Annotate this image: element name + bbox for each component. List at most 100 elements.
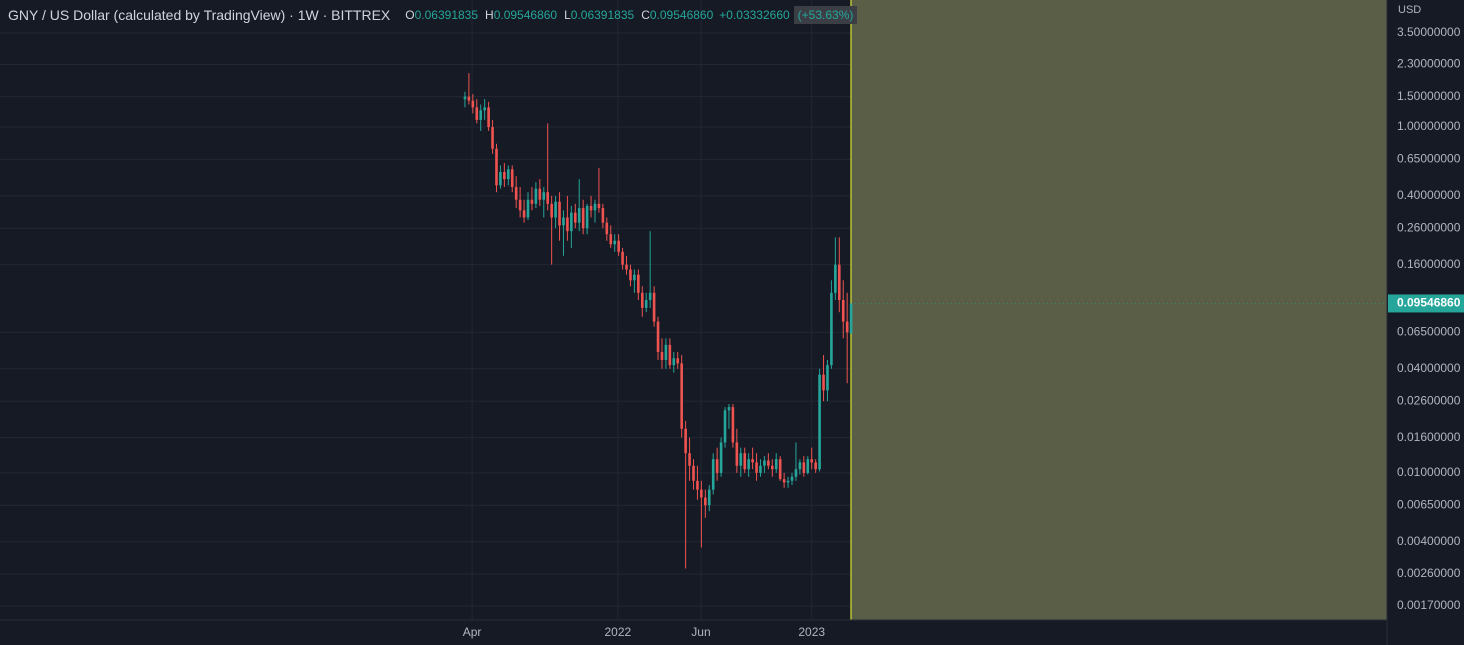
candle-body [668, 344, 672, 366]
candle-body [644, 299, 648, 308]
candle-body [782, 479, 786, 483]
candle-body [814, 462, 817, 470]
candle-body [522, 210, 526, 218]
candle-body [558, 201, 561, 226]
candle-body [767, 460, 770, 466]
candle-body [593, 203, 597, 211]
candle-body [617, 240, 620, 252]
candle-body [672, 358, 676, 366]
candle-body [483, 107, 486, 111]
y-tick-label: 3.50000000 [1397, 25, 1461, 39]
candle-body [518, 199, 522, 211]
candle-body [613, 240, 616, 245]
last-price-badge [1388, 294, 1464, 313]
candle-body [719, 442, 723, 473]
ohlc-value: 0.06391835 [414, 8, 479, 22]
candle-body [834, 264, 837, 293]
x-tick-label: Jun [691, 625, 710, 639]
change: +0.03332660 [719, 8, 790, 22]
candle-body [566, 217, 569, 232]
y-tick-label: 0.06500000 [1397, 324, 1461, 338]
candle-body [841, 299, 845, 322]
chart-title: GNY / US Dollar (calculated by TradingVi… [8, 7, 391, 23]
candle-body [849, 303, 853, 334]
y-unit: USD [1398, 4, 1421, 16]
candle-body [463, 96, 467, 100]
candle-body [510, 169, 514, 188]
change-percent: (+53.63%) [793, 6, 858, 24]
candle-body [585, 205, 589, 229]
y-tick-label: 0.02600000 [1397, 393, 1461, 407]
y-tick-label: 0.01000000 [1397, 465, 1461, 479]
candle-body [570, 212, 573, 232]
candle-body [629, 269, 632, 281]
ohlc-value: 0.09546860 [649, 8, 714, 22]
y-tick-label: 2.30000000 [1397, 57, 1461, 71]
candle-body [826, 365, 829, 391]
candle-body [731, 407, 735, 443]
last-price-label: 0.09546860 [1397, 296, 1461, 310]
candle-body [479, 110, 483, 120]
candle-body [507, 169, 510, 180]
candle-body [711, 459, 715, 490]
y-tick-label: 0.04000000 [1397, 361, 1461, 375]
candle-body [743, 453, 747, 470]
y-tick-label: 0.65000000 [1397, 152, 1461, 166]
highlight-zone [851, 0, 1387, 620]
candle-body [786, 480, 790, 483]
candle-body [727, 407, 731, 411]
ohlc-key: H [485, 8, 494, 22]
x-tick-label: 2022 [604, 625, 631, 639]
candle-body [790, 476, 794, 481]
y-tick-label: 1.50000000 [1397, 89, 1461, 103]
candle-body [794, 469, 798, 477]
candle-body [625, 264, 628, 270]
candle-body [704, 497, 707, 506]
candle-body [723, 410, 727, 443]
candle-body [467, 96, 471, 101]
candle-body [759, 465, 762, 473]
candle-body [684, 428, 687, 454]
y-tick-label: 0.00400000 [1397, 534, 1461, 548]
candle-body [707, 489, 711, 506]
y-tick-label: 1.00000000 [1397, 119, 1461, 133]
candle-body [601, 208, 605, 223]
candle-body [487, 107, 490, 128]
candle-body [526, 199, 530, 218]
ohlc-key: C [641, 8, 650, 22]
candle-body [747, 459, 750, 470]
candle-body [499, 171, 502, 186]
candle-body [491, 127, 494, 149]
candle-body [845, 321, 849, 333]
candle-body [597, 203, 601, 209]
candle-body [550, 203, 553, 218]
candle-body [739, 453, 743, 466]
candle-body [534, 188, 538, 204]
candle-body [471, 100, 475, 108]
candle-body [633, 274, 636, 281]
candle-body [514, 187, 518, 200]
candle-body [837, 264, 841, 300]
candle-body [802, 462, 806, 473]
candle-body [562, 217, 565, 226]
candle-body [680, 363, 683, 429]
candle-body [818, 374, 821, 470]
ohlc-key: O [405, 8, 415, 22]
candle-body [530, 199, 534, 204]
candle-body [605, 222, 609, 235]
candle-body [621, 251, 624, 265]
candle-body [798, 462, 802, 470]
candle-body [774, 459, 778, 470]
candle-body [735, 442, 739, 466]
candle-body [538, 188, 542, 200]
candle-body [648, 292, 652, 300]
x-tick-label: Apr [463, 625, 482, 639]
candle-body [806, 459, 810, 473]
candle-body [573, 212, 577, 223]
y-tick-label: 0.00650000 [1397, 497, 1461, 511]
y-tick-label: 0.40000000 [1397, 188, 1461, 202]
candle-body [771, 465, 774, 470]
candle-body [763, 460, 766, 466]
candles [463, 73, 853, 569]
